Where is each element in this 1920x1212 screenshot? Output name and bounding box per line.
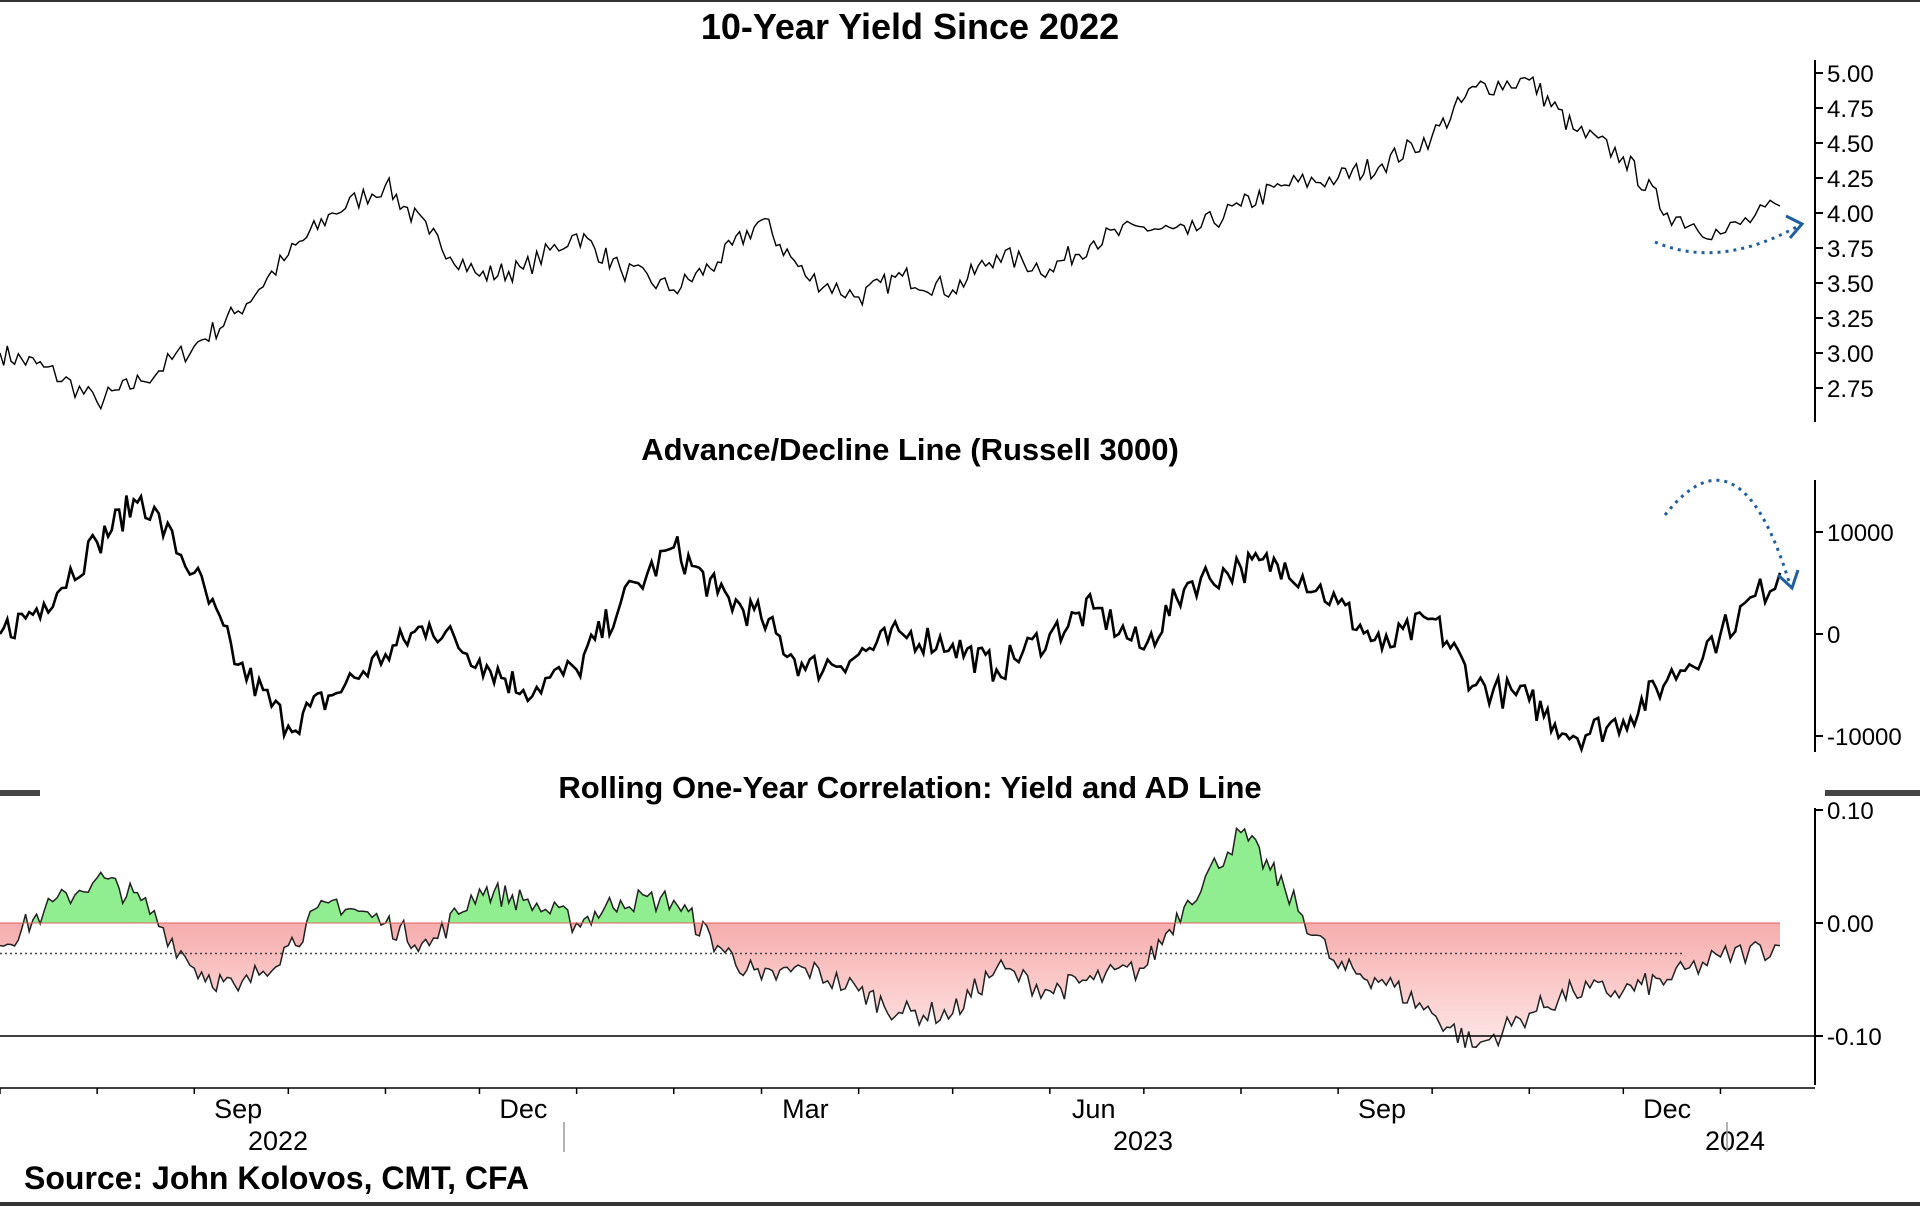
adline-series-line	[0, 492, 1782, 754]
yield-trend-arrowhead	[1785, 214, 1805, 239]
corr-tick-label: -0.10	[1827, 1024, 1882, 1051]
x-year-label: 2024	[1705, 1126, 1765, 1156]
chart-title-yield: 10-Year Yield Since 2022	[700, 6, 1120, 47]
yield-tick-label: 4.00	[1827, 201, 1874, 228]
adline-tick-label: -10000	[1827, 724, 1902, 751]
yield-trend-arrow	[1654, 223, 1801, 255]
corr-negative-area	[0, 923, 1780, 1048]
x-month-label: Jun	[1072, 1094, 1116, 1124]
corr-tick-label: 0.10	[1827, 798, 1874, 825]
chart-title-correlation: Rolling One-Year Correlation: Yield and …	[558, 770, 1262, 805]
yield-tick-label: 3.25	[1827, 306, 1874, 333]
chart-title-adline: Advance/Decline Line (Russell 3000)	[641, 432, 1179, 467]
x-month-label: Sep	[1358, 1094, 1406, 1124]
x-month-label: Mar	[782, 1094, 829, 1124]
yield-tick-label: 5.00	[1827, 61, 1874, 88]
yield-tick-label: 3.75	[1827, 236, 1874, 263]
corr-tick-label: 0.00	[1827, 911, 1874, 938]
yield-tick-label: 4.50	[1827, 131, 1874, 158]
adline-tick-label: 0	[1827, 622, 1840, 649]
x-year-label: 2023	[1113, 1126, 1173, 1156]
yield-tick-label: 2.75	[1827, 376, 1874, 403]
adline-tick-label: 10000	[1827, 520, 1894, 547]
corr-series-line	[0, 826, 1781, 1049]
adline-trend-arrow	[1663, 478, 1792, 586]
x-month-label: Dec	[1643, 1094, 1691, 1124]
adline-trend-arrowhead	[1776, 569, 1800, 591]
yield-tick-label: 4.75	[1827, 96, 1874, 123]
source-note: Source: John Kolovos, CMT, CFA	[24, 1160, 529, 1196]
x-year-label: 2022	[248, 1126, 308, 1156]
yield-tick-label: 4.25	[1827, 166, 1874, 193]
yield-tick-label: 3.00	[1827, 341, 1874, 368]
x-month-label: Sep	[214, 1094, 262, 1124]
yield-series-line	[0, 75, 1781, 411]
yield-tick-label: 3.50	[1827, 271, 1874, 298]
x-month-label: Dec	[499, 1094, 547, 1124]
